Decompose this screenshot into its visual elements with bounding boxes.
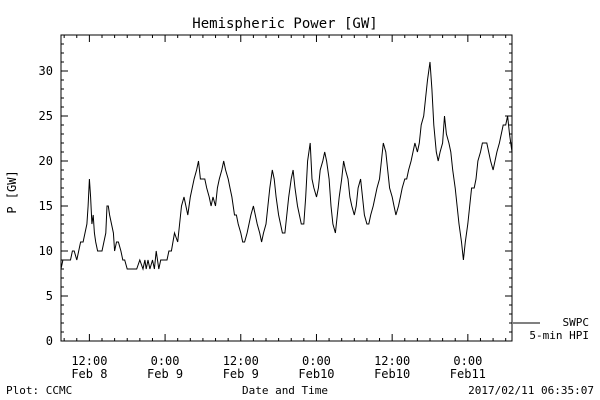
legend-source: SWPC bbox=[563, 316, 590, 329]
y-tick-label: 10 bbox=[39, 244, 53, 258]
plot-frame bbox=[60, 34, 513, 342]
x-tick-time-label: 12:00 bbox=[71, 354, 107, 368]
y-tick-label: 30 bbox=[39, 64, 53, 78]
chart-title: Hemispheric Power [GW] bbox=[192, 16, 377, 32]
x-tick-date-label: Feb10 bbox=[374, 367, 410, 381]
y-tick-label: 5 bbox=[46, 289, 53, 303]
x-tick-time-label: 0:00 bbox=[453, 354, 482, 368]
x-tick-time-label: 0:00 bbox=[302, 354, 331, 368]
footer-timestamp: 2017/02/11 06:35:07 bbox=[468, 384, 594, 397]
x-tick-date-label: Feb 9 bbox=[223, 367, 259, 381]
x-tick-date-label: Feb10 bbox=[298, 367, 334, 381]
y-tick-label: 20 bbox=[39, 154, 53, 168]
y-axis-label: P [GW] bbox=[5, 170, 19, 213]
y-tick-label: 25 bbox=[39, 109, 53, 123]
x-tick-date-label: Feb 9 bbox=[147, 367, 183, 381]
y-tick-label: 15 bbox=[39, 199, 53, 213]
x-tick-time-label: 12:00 bbox=[374, 354, 410, 368]
plot-axes bbox=[60, 34, 513, 342]
x-tick-date-label: Feb 8 bbox=[71, 367, 107, 381]
series-line-5min-hpi bbox=[60, 61, 513, 271]
x-tick-time-label: 12:00 bbox=[223, 354, 259, 368]
legend-label: 5-min HPI bbox=[529, 329, 589, 342]
footer-plot-credit: Plot: CCMC bbox=[6, 384, 72, 397]
x-axis-label: Date and Time bbox=[242, 384, 328, 397]
y-tick-label: 0 bbox=[46, 334, 53, 348]
x-tick-date-label: Feb11 bbox=[450, 367, 486, 381]
x-tick-time-label: 0:00 bbox=[151, 354, 180, 368]
